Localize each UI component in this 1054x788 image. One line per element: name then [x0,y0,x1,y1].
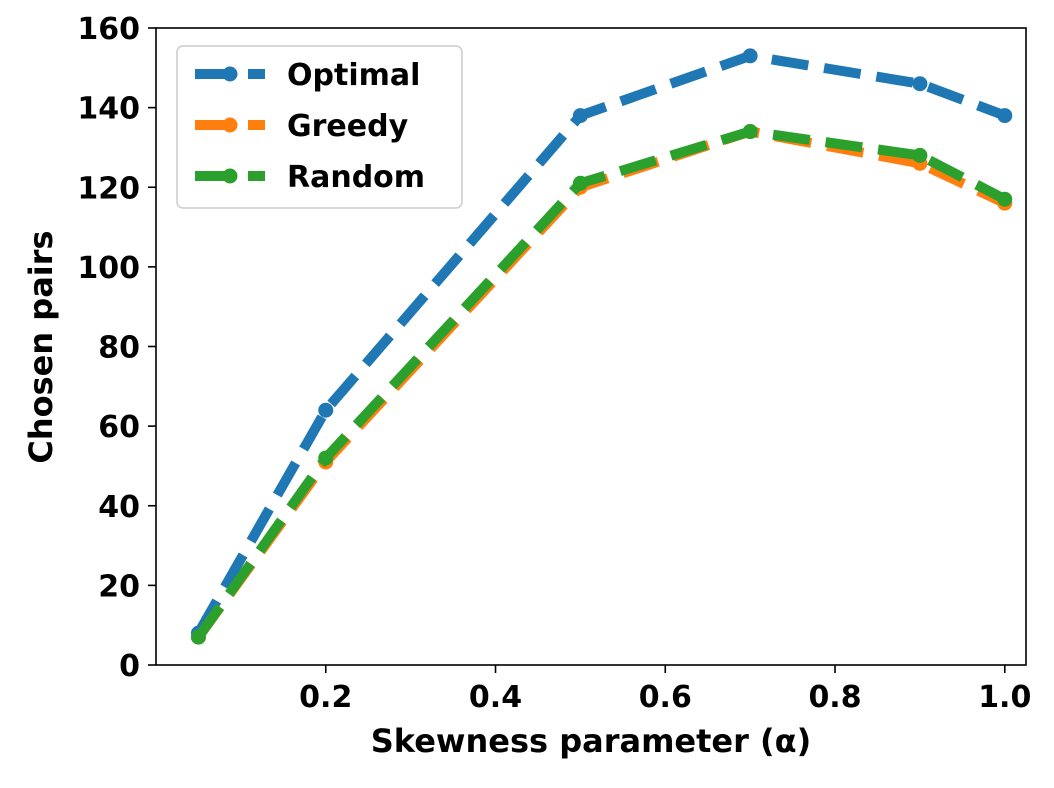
data-point-random [912,147,928,163]
x-tick-label: 0.6 [639,680,692,715]
legend-marker-optimal [222,66,238,82]
data-point-random [572,175,588,191]
series-line-random [194,126,1008,641]
x-tick-label: 0.2 [299,680,352,715]
y-tick-label: 80 [98,331,140,366]
y-tick-label: 20 [98,569,140,604]
legend: Optimal Greedy Random [176,45,463,209]
data-point-optimal [318,402,334,418]
legend-marker-greedy [222,117,238,133]
legend-label-random: Random [287,160,425,195]
data-point-random [742,124,758,140]
y-axis-label: Chosen pairs [22,230,60,463]
legend-label-greedy: Greedy [287,109,409,144]
y-tick-label: 40 [98,490,140,525]
x-tick-label: 1.0 [978,680,1031,715]
legend-box [176,45,463,209]
data-point-optimal [742,48,758,64]
y-tick-label: 120 [77,171,140,206]
series-layer [190,48,1013,645]
series-line-optimal [194,50,1007,636]
y-tick-label: 160 [77,12,140,47]
data-point-random [190,629,206,645]
data-point-optimal [912,76,928,92]
legend-label-optimal: Optimal [287,58,420,93]
legend-marker-random [222,168,238,184]
y-axis: 0 20 40 60 80 100 120 140 160 [77,12,156,684]
x-tick-label: 0.8 [808,680,861,715]
y-tick-label: 0 [119,649,140,684]
x-tick-label: 0.4 [469,680,522,715]
data-point-optimal [572,108,588,124]
y-tick-label: 100 [77,251,140,286]
y-tick-label: 140 [77,92,140,127]
x-axis-label: Skewness parameter (α) [371,722,812,760]
x-axis: 0.2 0.4 0.6 0.8 1.0 [299,665,1031,715]
data-point-random [318,450,334,466]
y-tick-label: 60 [98,410,140,445]
data-point-random [997,191,1013,207]
data-point-optimal [997,108,1013,124]
